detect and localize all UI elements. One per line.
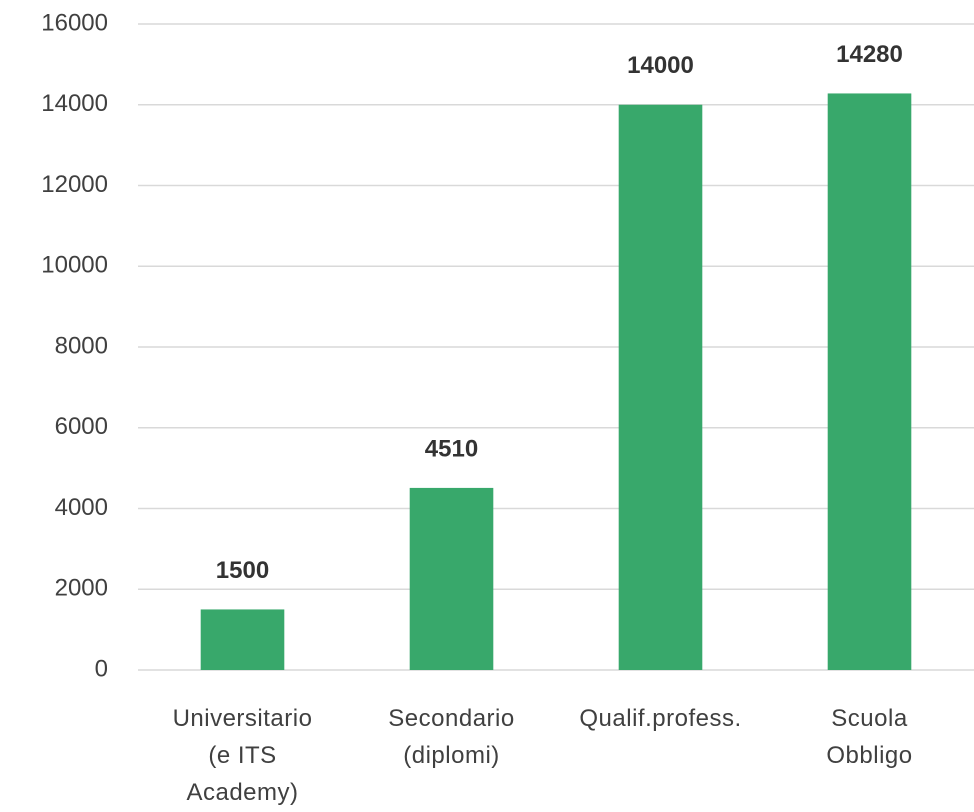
y-tick-label: 10000 [41,252,108,279]
y-tick-label: 8000 [55,332,108,359]
bar [827,93,912,670]
data-label: 4510 [425,435,478,462]
y-tick-label: 2000 [55,575,108,602]
data-label: 14000 [627,52,694,79]
y-tick-label: 16000 [41,9,108,36]
bar [200,609,285,670]
x-tick-label: Secondario (diplomi) [388,705,515,769]
data-label: 1500 [216,557,269,584]
x-tick-label: Universitario (e ITS Academy) [172,705,313,806]
y-tick-label: 12000 [41,171,108,198]
y-tick-label: 14000 [41,90,108,117]
x-tick-label: Qualif.profess. [579,705,742,732]
bar [409,487,494,670]
x-tick-label: Scuola Obbligo [826,705,913,769]
data-label: 14280 [836,41,903,68]
y-tick-label: 4000 [55,494,108,521]
y-tick-label: 6000 [55,413,108,440]
y-tick-label: 0 [95,655,108,682]
bar [618,104,703,670]
